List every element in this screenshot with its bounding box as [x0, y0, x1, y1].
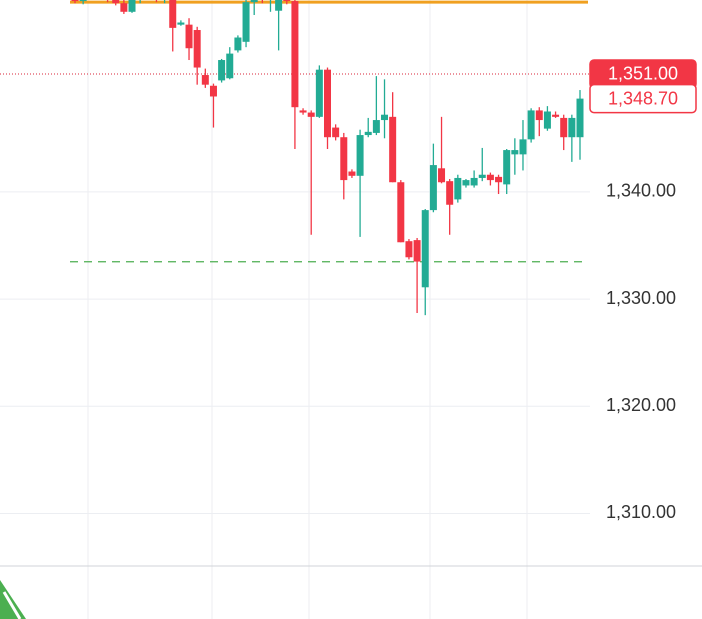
candle-body: [291, 1, 299, 108]
candle-body: [438, 168, 446, 183]
candle-body: [71, 0, 79, 2]
candle-body: [307, 112, 315, 117]
corner-icon-stripe: [2, 591, 22, 619]
y-tick-label: 1,320.00: [606, 395, 676, 415]
candle-body: [201, 75, 209, 85]
candle-body: [169, 0, 177, 28]
candle-body: [454, 177, 462, 200]
candle-body: [299, 110, 307, 113]
candle-body: [120, 3, 128, 12]
candle-body: [429, 165, 437, 211]
candle-body: [275, 0, 283, 11]
candle-body: [413, 240, 421, 262]
candle-body: [226, 53, 234, 79]
candle-body: [486, 174, 494, 181]
candle-body: [79, 0, 87, 2]
candle-body: [193, 30, 201, 68]
candle-body: [324, 69, 331, 138]
candle-body: [576, 98, 584, 138]
price-tag-label: 1,351.00: [608, 64, 678, 84]
candle-body: [356, 135, 364, 176]
candle-body: [560, 117, 568, 138]
candle-body: [462, 180, 470, 186]
y-tick-label: 1,310.00: [606, 502, 676, 522]
candle-body: [348, 171, 356, 176]
candle-body: [209, 85, 217, 97]
candle-body: [283, 0, 291, 2]
candle-body: [568, 117, 576, 138]
candle-body: [332, 127, 340, 138]
candle-body: [389, 116, 397, 183]
candle-body: [397, 182, 405, 243]
candle-body: [185, 24, 193, 49]
candle-body: [405, 241, 413, 258]
candle-body: [364, 131, 372, 136]
candle-body: [478, 174, 486, 178]
time-grid: [87, 0, 528, 619]
candle-body: [421, 210, 429, 288]
candle-body: [495, 176, 503, 183]
candle-body: [128, 0, 136, 12]
candle-body: [470, 177, 478, 186]
candle-body: [381, 114, 389, 121]
candle-body: [446, 181, 454, 205]
candle-body: [535, 110, 543, 121]
candle-body: [503, 150, 511, 185]
candle-body: [315, 69, 323, 117]
candle-body: [234, 37, 242, 51]
corner-icon: [0, 580, 26, 619]
y-tick-label: 1,340.00: [606, 181, 676, 201]
y-tick-label: 1,330.00: [606, 288, 676, 308]
candle-body: [527, 110, 535, 140]
price-tag-label: 1,348.70: [608, 88, 678, 108]
plot-area: [0, 0, 590, 514]
candle-body: [511, 150, 519, 155]
candle-body: [372, 120, 380, 133]
candle-body: [250, 0, 258, 3]
candle-body: [218, 60, 226, 81]
candle-body: [242, 2, 250, 42]
candle-body: [519, 139, 527, 155]
candle-body: [112, 0, 120, 4]
candle-body: [340, 137, 348, 181]
candle-body: [552, 114, 560, 117]
price-tag: [589, 83, 697, 114]
candle-body: [177, 22, 185, 25]
candle-body: [543, 111, 551, 129]
